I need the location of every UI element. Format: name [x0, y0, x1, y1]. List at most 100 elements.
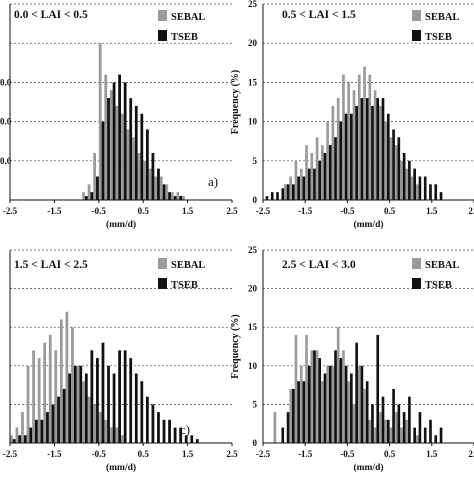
x-tick-label: 0.5: [384, 449, 396, 459]
bar-tseb: [424, 428, 427, 443]
x-tick-label: 1.5: [426, 449, 438, 459]
bar-sebal: [16, 428, 19, 443]
x-tick-label: 0.5: [138, 449, 150, 459]
bar-sebal: [77, 366, 80, 443]
x-tick-label: 2.5: [226, 206, 238, 216]
x-tick-label: -0.5: [92, 206, 107, 216]
x-tick-label: 1.5: [182, 206, 194, 216]
bar-tseb: [355, 106, 358, 200]
bar-tseb: [196, 439, 199, 443]
bar-tseb: [174, 196, 177, 200]
bar-tseb: [135, 374, 138, 443]
bar-tseb: [118, 75, 121, 200]
bar-tseb: [339, 122, 342, 200]
bar-sebal: [316, 137, 319, 200]
bar-tseb: [63, 389, 66, 443]
bar-sebal: [416, 184, 419, 200]
bar-tseb: [287, 412, 290, 443]
bar-sebal: [337, 327, 340, 443]
bar-sebal: [149, 169, 152, 200]
bar-tseb: [85, 374, 88, 443]
bar-tseb: [113, 82, 116, 200]
bar-tseb: [345, 366, 348, 443]
bar-tseb: [168, 192, 171, 200]
x-tick-label: -2.5: [256, 449, 271, 459]
bar-tseb: [382, 98, 385, 200]
bar-sebal: [369, 420, 372, 443]
y-tick-label: 25: [248, 0, 258, 9]
x-tick-label: -0.5: [92, 449, 107, 459]
x-tick-label: 1.5: [182, 449, 194, 459]
legend-swatch-sebal: [412, 258, 421, 269]
y-tick-label: 20: [248, 284, 258, 294]
panel-1: -2.5 -1.5 -0.5 0.5 1.5 2.5 (mm/d) 0.0 0.0 0.0 0.0 …: [0, 4, 238, 230]
bar-tseb: [135, 106, 138, 200]
bar-tseb: [413, 169, 416, 200]
bar-tseb: [361, 98, 364, 200]
bar-tseb: [318, 161, 321, 200]
bar-sebal: [342, 75, 345, 200]
y-tick-label: 0.0: [0, 77, 12, 87]
bar-tseb: [371, 404, 374, 443]
bar-tseb: [146, 129, 149, 200]
bar-tseb: [174, 428, 177, 443]
bar-tseb: [179, 196, 182, 200]
bar-sebal: [353, 404, 356, 443]
bar-tseb: [96, 358, 99, 443]
legend-swatch-sebal: [158, 258, 167, 269]
bar-tseb: [419, 412, 422, 443]
y-axis-label: Frequency (%): [230, 70, 241, 135]
legend-swatch-tseb: [158, 278, 167, 289]
bar-tseb: [297, 176, 300, 200]
bar-tseb: [281, 188, 284, 200]
x-tick-label: 1.5: [426, 206, 438, 216]
x-tick-label: 0.5: [384, 206, 396, 216]
y-tick-label: 10: [248, 361, 258, 371]
bar-tseb: [392, 129, 395, 200]
bar-tseb: [124, 350, 127, 443]
bar-tseb: [57, 397, 60, 443]
bar-tseb: [163, 420, 166, 443]
bar-tseb: [366, 381, 369, 443]
bar-tseb: [350, 374, 353, 443]
panel-title: 1.5 < LAI < 2.5: [14, 259, 88, 271]
legend-label-tseb: TSEB: [171, 280, 198, 291]
bar-sebal: [326, 366, 329, 443]
panel-3: -2.5 -1.5 -0.5 0.5 1.5 2.5 (mm/d) 1.5 < LAI < 2…: [3, 250, 238, 473]
bar-tseb: [52, 404, 55, 443]
bar-tseb: [308, 169, 311, 200]
bar-tseb: [146, 397, 149, 443]
bar-sebal: [165, 184, 168, 200]
bar-sebal: [115, 428, 118, 443]
y-tick-label: 0: [253, 195, 258, 205]
bar-tseb: [440, 192, 443, 200]
bar-sebal: [82, 192, 85, 200]
bar-tseb: [85, 196, 88, 200]
y-tick-label: 5: [253, 399, 258, 409]
y-tick-label: 0: [253, 438, 258, 448]
bar-tseb: [68, 374, 71, 443]
bar-sebal: [353, 90, 356, 200]
bar-sebal: [310, 153, 313, 200]
bar-sebal: [177, 192, 180, 200]
bar-sebal: [363, 67, 366, 200]
x-tick-label: 0.5: [138, 206, 150, 216]
bar-tseb: [313, 169, 316, 200]
legend-swatch-sebal: [158, 10, 167, 21]
bar-sebal: [110, 90, 113, 200]
bar-sebal: [82, 381, 85, 443]
x-axis-label: (mm/d): [353, 219, 383, 230]
bar-tseb: [419, 176, 422, 200]
bar-tseb: [355, 343, 358, 443]
bar-tseb: [434, 184, 437, 200]
bar-tseb: [398, 404, 401, 443]
bar-sebal: [416, 435, 419, 443]
bar-sebal: [316, 350, 319, 443]
legend-label-sebal: SEBAL: [425, 12, 459, 23]
bar-sebal: [71, 327, 74, 443]
bar-tseb: [440, 428, 443, 443]
bar-sebal: [27, 366, 30, 443]
bar-sebal: [154, 176, 157, 200]
bar-tseb: [276, 192, 279, 200]
y-tick-label: 0.0: [0, 156, 12, 166]
